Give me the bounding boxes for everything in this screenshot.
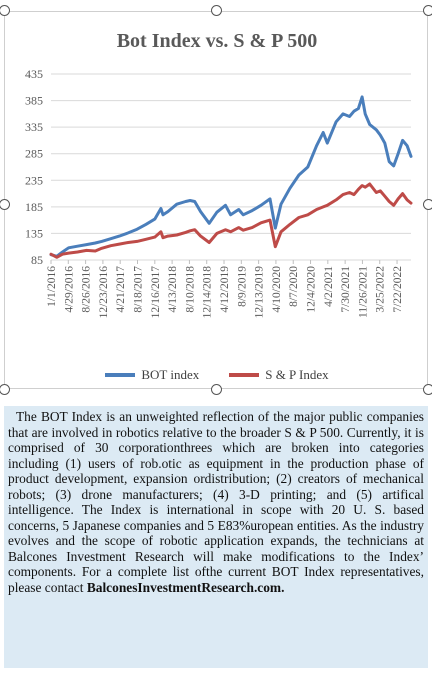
x-tick-label: 7/30/2021 xyxy=(340,266,352,313)
resize-handle-bottom-left[interactable] xyxy=(0,384,10,395)
legend-swatch-bot xyxy=(105,373,136,377)
x-tick-label: 8/7/2020 xyxy=(288,266,300,307)
resize-handle-middle-right[interactable] xyxy=(423,199,432,210)
legend-label-bot: BOT index xyxy=(141,367,200,382)
description-box: The BOT Index is an unweighted reflectio… xyxy=(4,406,428,668)
chart-plot: 85 135 185 235 285 335 385 435 1/1/2016 4/29/2016… xyxy=(25,67,413,319)
legend-item-sp: S & P Index xyxy=(229,367,329,383)
y-tick-label: 235 xyxy=(25,173,43,187)
legend-item-bot: BOT index xyxy=(105,367,199,383)
x-tick-label: 12/23/2016 xyxy=(98,266,110,319)
y-tick-label: 185 xyxy=(25,200,43,214)
chart-frame[interactable]: Bot Index vs. S & P 500 85 135 185 235 285 33… xyxy=(4,11,428,389)
y-tick-label: 135 xyxy=(25,226,43,240)
chart-legend: BOT index S & P Index xyxy=(5,367,429,383)
resize-handle-top-left[interactable] xyxy=(0,5,10,16)
resize-handle-middle-left[interactable] xyxy=(0,199,10,210)
y-tick-label: 85 xyxy=(31,253,43,267)
x-tick-label: 8/10/2018 xyxy=(184,266,196,313)
resize-handle-top-center[interactable] xyxy=(211,5,222,16)
x-tick-label: 8/18/2017 xyxy=(133,266,145,313)
legend-swatch-sp xyxy=(229,373,260,377)
x-tick-label: 8/26/2016 xyxy=(81,266,93,313)
x-tick-label: 12/14/2018 xyxy=(202,266,214,319)
y-tick-label: 435 xyxy=(25,67,43,81)
x-tick-label: 1/1/2016 xyxy=(46,266,58,307)
x-tick-label: 8/9/2019 xyxy=(236,266,248,307)
x-tick-label: 4/13/2018 xyxy=(167,266,179,313)
resize-handle-bottom-center[interactable] xyxy=(211,384,222,395)
x-tick-label: 4/12/2019 xyxy=(219,266,231,313)
series-line-bot-index xyxy=(49,95,413,258)
x-tick-label: 12/16/2017 xyxy=(150,266,162,319)
description-body: The BOT Index is an unweighted reflectio… xyxy=(8,409,424,595)
y-tick-label: 285 xyxy=(25,147,43,161)
legend-label-sp: S & P Index xyxy=(265,367,329,382)
contact-link[interactable]: BalconesInvestmentResearch.com. xyxy=(86,579,285,595)
chart-title: Bot Index vs. S & P 500 xyxy=(116,30,318,52)
description-text: The BOT Index is an unweighted reflectio… xyxy=(8,409,424,595)
x-tick-label: 11/26/2021 xyxy=(357,266,369,318)
x-tick-label: 7/22/2022 xyxy=(392,266,404,313)
x-tick-label: 4/2/2021 xyxy=(323,266,335,307)
y-tick-label: 385 xyxy=(25,94,43,108)
x-tick-label: 4/21/2017 xyxy=(115,266,127,313)
x-tick-label: 12/4/2020 xyxy=(306,266,318,313)
x-tick-label: 4/10/2020 xyxy=(271,266,283,313)
x-tick-label: 3/25/2022 xyxy=(375,266,387,313)
y-tick-label: 335 xyxy=(25,120,43,134)
resize-handle-top-right[interactable] xyxy=(423,5,432,16)
x-tick-label: 4/29/2016 xyxy=(63,266,75,313)
resize-handle-bottom-right[interactable] xyxy=(423,384,432,395)
x-tick-label: 12/13/2019 xyxy=(254,266,266,319)
series-line-sp-index xyxy=(49,182,413,259)
